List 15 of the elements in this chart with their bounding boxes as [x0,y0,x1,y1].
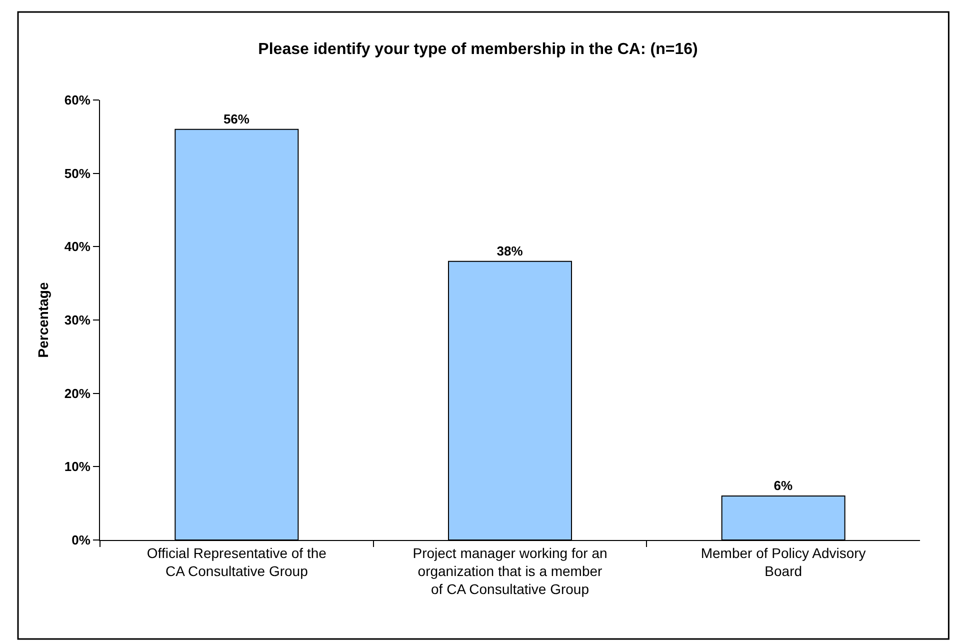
chart-title: Please identify your type of membership in the CA: (n=16) [258,40,698,58]
data-label: 6% [774,478,793,493]
y-tick-label: 10% [64,459,91,474]
x-tick-label: Project manager working for an organization that is a member of CA Consultative Group [412,544,608,598]
y-tick-label: 40% [64,239,91,254]
data-label: 38% [496,243,524,258]
x-tick-label: Member of Policy Advisory Board [700,544,866,579]
y-tick-label: 0% [72,532,91,548]
y-tick-label: 50% [64,166,91,181]
y-axis-title: Percentage [34,282,51,358]
x-tick-label: Official Representative of the CA Consultative Group [146,544,327,579]
y-tick-label: 60% [64,92,91,108]
y-tick-label: 20% [64,386,91,401]
data-label: 56% [223,111,250,126]
y-tick-label: 30% [64,312,91,328]
